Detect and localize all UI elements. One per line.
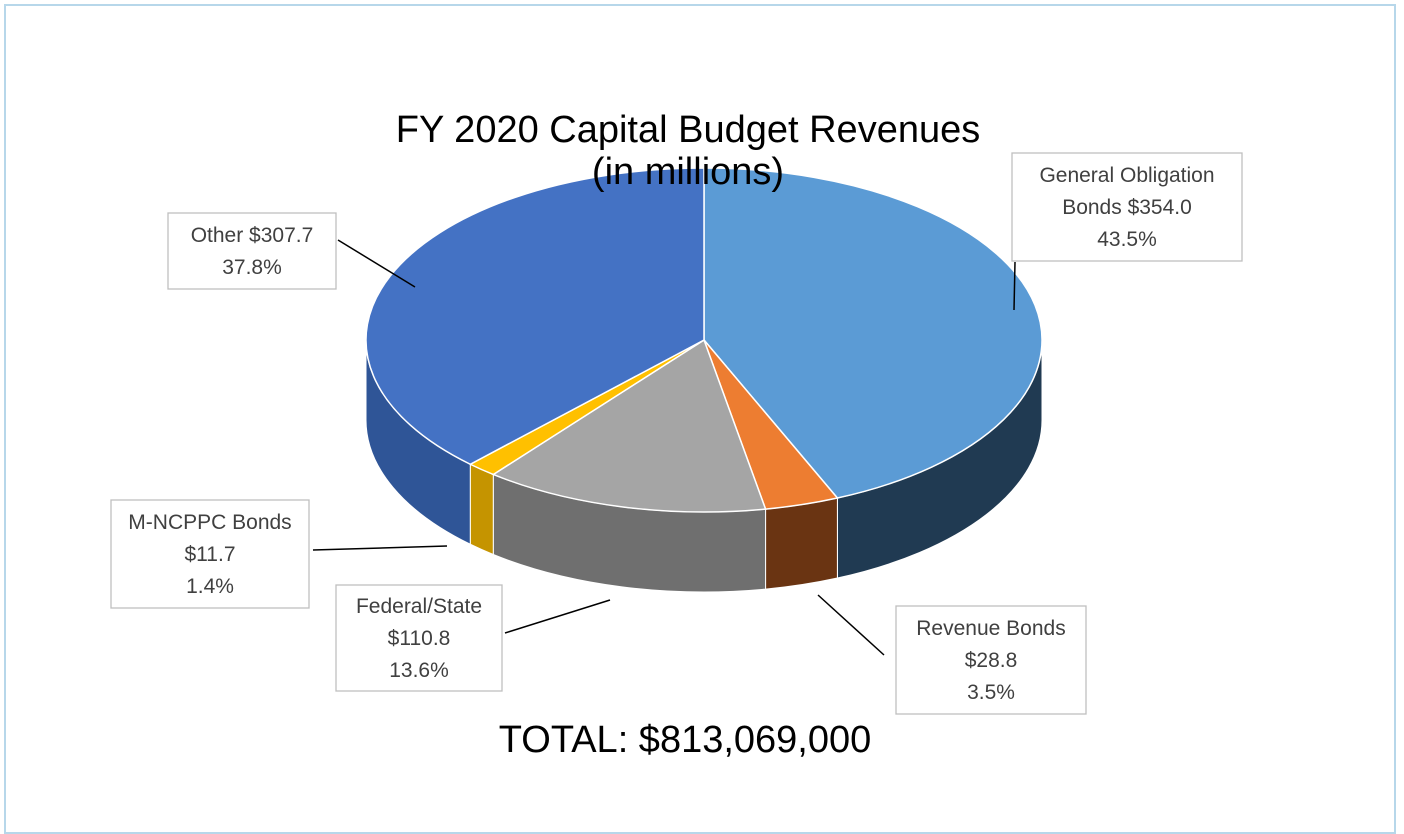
leader-line-revenue-bonds [817, 594, 885, 656]
pie-slice-general-obligation-bonds [703, 167, 1043, 499]
leader-line-m-ncppc-bonds [312, 545, 448, 551]
data-label-line: Bonds $354.0 [1062, 196, 1192, 219]
data-label-line: 1.4% [186, 575, 234, 598]
data-label-other: Other $307.7 37.8% [167, 212, 337, 290]
data-label-revenue-bonds: Revenue Bonds $28.8 3.5% [895, 605, 1087, 715]
pie-slices [365, 167, 1043, 513]
data-label-box [167, 212, 337, 290]
pie-side-m-ncppc-bonds [469, 463, 494, 556]
data-label-line: 43.5% [1097, 228, 1157, 251]
data-label-line: $28.8 [965, 649, 1018, 672]
data-label-line: $110.8 [388, 627, 451, 650]
data-label-line: Federal/State [356, 595, 482, 618]
chart-title: FY 2020 Capital Budget Revenues [396, 109, 980, 151]
pie-slice-federal-state [491, 338, 767, 513]
data-label-line: General Obligation [1039, 164, 1214, 187]
leader-lines [312, 239, 1016, 656]
total-label: TOTAL: $813,069,000 [499, 719, 872, 761]
data-label-box [110, 499, 310, 609]
leader-line-other [337, 239, 416, 288]
data-label-line: M-NCPPC Bonds [128, 511, 291, 534]
leader-line-general-obligation-bonds [1013, 261, 1016, 311]
data-label-line: Other $307.7 [191, 224, 314, 247]
pie-side-revenue-bonds [765, 497, 838, 590]
chart-subtitle: (in millions) [592, 151, 784, 193]
data-label-line: 37.8% [222, 256, 282, 279]
leader-line-federal-state [504, 599, 611, 634]
pie-slice-other [365, 167, 705, 466]
data-labels: General Obligation Bonds $354.0 43.5% Reven… [110, 152, 1243, 715]
data-label-federal-state: Federal/State $110.8 13.6% [335, 584, 503, 692]
data-label-general-obligation-bonds: General Obligation Bonds $354.0 43.5% [1011, 152, 1243, 262]
data-label-line: $11.7 [185, 543, 236, 566]
data-label-m-ncppc-bonds: M-NCPPC Bonds $11.7 1.4% [110, 499, 310, 609]
data-label-line: 3.5% [967, 681, 1015, 704]
data-label-box [895, 605, 1087, 715]
data-label-box [335, 584, 503, 692]
data-label-line: 13.6% [389, 659, 449, 682]
data-label-box [1011, 152, 1243, 262]
data-label-line: Revenue Bonds [916, 617, 1065, 640]
